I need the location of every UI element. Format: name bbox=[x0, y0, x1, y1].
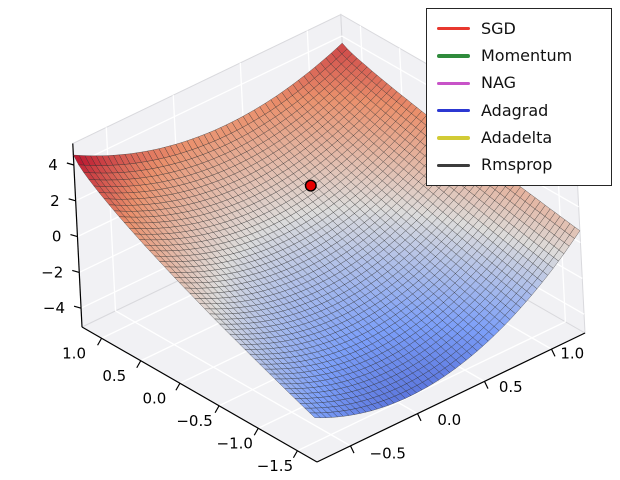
y-tick-mark bbox=[349, 445, 355, 454]
legend-item-momentum: Momentum bbox=[437, 42, 601, 69]
x-tick-mark bbox=[97, 337, 103, 346]
y-tick-label: −0.5 bbox=[370, 444, 406, 462]
z-tick-mark bbox=[72, 269, 80, 273]
x-tick-label: 1.0 bbox=[62, 344, 86, 362]
x-tick-mark bbox=[214, 405, 220, 414]
y-tick-label: 0.0 bbox=[437, 411, 461, 429]
legend-item-adadelta: Adadelta bbox=[437, 124, 601, 151]
z-tick-label: −4 bbox=[43, 299, 65, 317]
legend-line-sample bbox=[437, 163, 470, 168]
y-tick-mark bbox=[483, 381, 489, 389]
x-tick-mark bbox=[292, 450, 298, 459]
legend-item-adagrad: Adagrad bbox=[437, 97, 601, 124]
x-tick-mark bbox=[253, 427, 259, 436]
legend-label: Rmsprop bbox=[481, 155, 553, 175]
legend-label: Adadelta bbox=[481, 127, 553, 147]
legend-line-sample bbox=[437, 26, 470, 31]
z-axis-line bbox=[72, 143, 83, 328]
z-tick-label: 4 bbox=[48, 156, 58, 174]
x-tick-label: −0.5 bbox=[176, 412, 212, 430]
legend-line-sample bbox=[437, 54, 470, 58]
legend-line-sample bbox=[437, 81, 470, 86]
y-axis-line bbox=[316, 332, 586, 463]
x-tick-label: 0.0 bbox=[142, 389, 166, 407]
legend-box: SGD Momentum NAG Adagrad Adadelta Rmsprop bbox=[426, 8, 612, 186]
x-tick-mark bbox=[175, 382, 181, 391]
surface-quad bbox=[309, 412, 322, 419]
z-tick-mark bbox=[73, 305, 82, 309]
x-tick-label: −1.0 bbox=[217, 434, 253, 452]
y-tick-mark bbox=[550, 348, 556, 357]
legend-label: Momentum bbox=[481, 45, 573, 65]
legend-label: NAG bbox=[481, 73, 517, 93]
legend-label: Adagrad bbox=[481, 100, 549, 120]
legend-label: SGD bbox=[481, 18, 516, 38]
legend-line-sample bbox=[437, 108, 470, 113]
legend-item-rmsprop: Rmsprop bbox=[437, 152, 601, 179]
y-tick-label: 0.5 bbox=[499, 378, 523, 396]
start-point-marker bbox=[304, 179, 317, 192]
z-tick-mark bbox=[68, 198, 76, 202]
y-tick-label: 1.0 bbox=[560, 345, 584, 363]
z-tick-mark bbox=[66, 162, 75, 166]
z-tick-mark bbox=[70, 234, 78, 238]
z-tick-label: 2 bbox=[50, 192, 60, 210]
x-tick-label: −1.5 bbox=[257, 457, 293, 475]
y-tick-mark bbox=[416, 413, 422, 422]
x-tick-mark bbox=[136, 360, 142, 369]
z-tick-label: −2 bbox=[41, 263, 63, 281]
legend-line-sample bbox=[437, 136, 470, 140]
x-tick-label: 0.5 bbox=[102, 367, 126, 385]
legend-item-nag: NAG bbox=[437, 70, 601, 97]
z-tick-label: 0 bbox=[52, 228, 62, 246]
legend-item-sgd: SGD bbox=[437, 15, 601, 42]
x-axis-line bbox=[81, 326, 318, 463]
